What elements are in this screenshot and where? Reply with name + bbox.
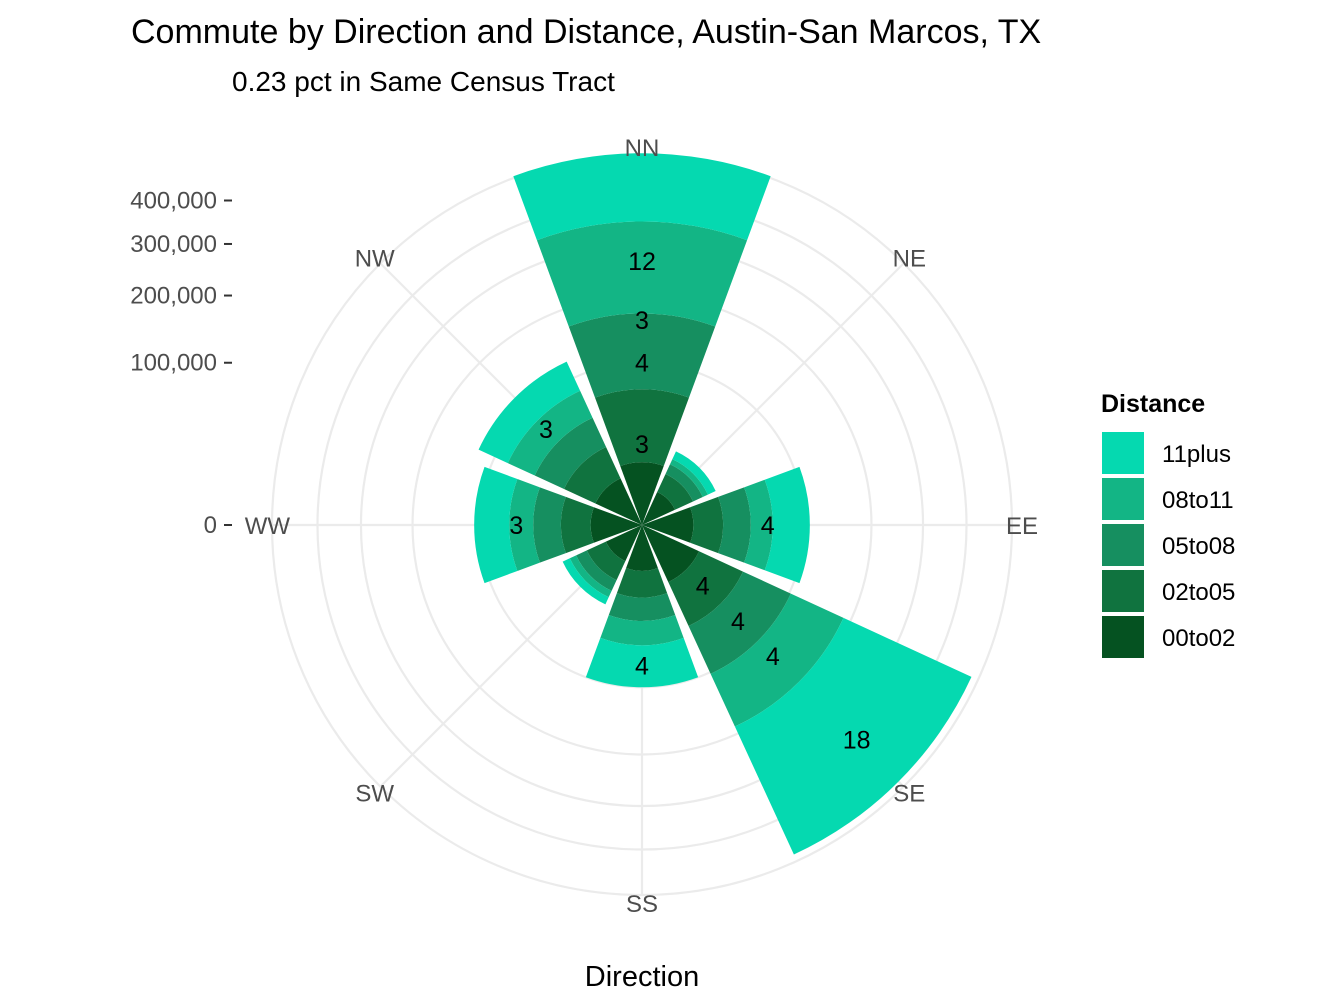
wedge-se-08to11 bbox=[710, 593, 844, 727]
wedge-ee-08to11 bbox=[744, 479, 773, 571]
wedge-nn-02to05 bbox=[595, 389, 689, 467]
wedge-ne-08to11 bbox=[670, 459, 708, 497]
direction-labels: NN NE EE SE SS SW WW NW bbox=[245, 135, 1038, 918]
wedge-ss-11plus bbox=[585, 637, 699, 688]
direction-label-nw: NW bbox=[355, 246, 395, 273]
legend: Distance 11plus 08to11 05to08 02to05 00to02 bbox=[1101, 390, 1235, 658]
segment-label-se-1: 4 bbox=[731, 608, 745, 636]
wedge-nn-11plus bbox=[513, 153, 771, 241]
wedge-se-00to02 bbox=[642, 525, 700, 583]
segment-label-ww-0: 3 bbox=[509, 512, 523, 540]
direction-label-ww: WW bbox=[245, 513, 291, 540]
segment-label-nw-0: 3 bbox=[539, 416, 553, 444]
wedge-ww-11plus bbox=[474, 466, 518, 584]
wedge-sw-02to05 bbox=[586, 541, 626, 581]
segment-label-se-0: 4 bbox=[696, 573, 710, 601]
wedge-ww-08to11 bbox=[509, 479, 540, 571]
radial-tick-label-4: 400,000 bbox=[130, 187, 217, 214]
segment-label-ee-0: 4 bbox=[761, 512, 775, 540]
wedge-ss-00to02 bbox=[626, 525, 658, 571]
wedge-sw-11plus bbox=[562, 558, 609, 605]
legend-title: Distance bbox=[1101, 390, 1205, 418]
wedge-ee-11plus bbox=[764, 466, 810, 584]
radial-tick-label-0: 0 bbox=[204, 512, 217, 539]
segment-label-nn-3: 12 bbox=[628, 248, 656, 276]
stacked-wedges bbox=[474, 153, 972, 855]
legend-label-00to02: 00to02 bbox=[1162, 625, 1235, 652]
wedge-ss-02to05 bbox=[616, 568, 668, 598]
x-axis-label: Direction bbox=[585, 961, 699, 993]
legend-key-11plus bbox=[1102, 432, 1144, 474]
wedge-ss-05to08 bbox=[608, 593, 676, 621]
wedge-ww-02to05 bbox=[560, 496, 594, 554]
wedge-nw-05to08 bbox=[534, 417, 607, 490]
wedge-ww-00to02 bbox=[590, 507, 642, 543]
wedge-sw-08to11 bbox=[569, 555, 612, 598]
chart-subtitle: 0.23 pct in Same Census Tract bbox=[232, 66, 615, 97]
radial-tick-label-3: 300,000 bbox=[130, 231, 217, 258]
direction-label-ne: NE bbox=[893, 246, 926, 273]
legend-key-00to02 bbox=[1102, 616, 1144, 658]
wedge-ee-05to08 bbox=[718, 487, 751, 563]
legend-key-08to11 bbox=[1102, 478, 1144, 520]
segment-label-ss-0: 4 bbox=[635, 653, 649, 681]
wedge-se-02to05 bbox=[668, 551, 744, 627]
wedge-ne-11plus bbox=[672, 451, 716, 495]
wedge-ww-05to08 bbox=[533, 487, 566, 563]
direction-label-se: SE bbox=[893, 780, 925, 807]
legend-label-05to08: 05to08 bbox=[1162, 533, 1235, 560]
segment-label-se-3: 18 bbox=[843, 727, 871, 755]
segment-label-se-2: 4 bbox=[766, 643, 780, 671]
segment-label-nn-1: 4 bbox=[635, 350, 649, 378]
wedge-nw-08to11 bbox=[507, 390, 593, 476]
wedge-nn-00to02 bbox=[620, 462, 664, 525]
wedge-nw-02to05 bbox=[564, 447, 621, 504]
legend-label-08to11: 08to11 bbox=[1162, 487, 1234, 514]
direction-label-ee: EE bbox=[1006, 513, 1038, 540]
segment-label-nn-0: 3 bbox=[635, 431, 649, 459]
wedge-nw-11plus bbox=[478, 361, 581, 464]
legend-label-11plus: 11plus bbox=[1162, 441, 1231, 468]
wedge-ne-05to08 bbox=[665, 464, 703, 502]
wedge-nn-08to11 bbox=[536, 221, 748, 327]
wedge-se-11plus bbox=[734, 617, 972, 855]
wedge-sw-00to02 bbox=[605, 525, 642, 562]
wedge-ee-00to02 bbox=[642, 507, 694, 543]
wedge-ne-00to02 bbox=[642, 492, 675, 525]
legend-label-02to05: 02to05 bbox=[1162, 579, 1235, 606]
wedge-nw-00to02 bbox=[595, 478, 642, 525]
chart-title: Commute by Direction and Distance, Austi… bbox=[131, 13, 1041, 51]
radial-axis: 0 100,000 200,000 300,000 400,000 bbox=[130, 187, 232, 539]
legend-key-02to05 bbox=[1102, 570, 1144, 612]
wedge-ss-08to11 bbox=[600, 615, 684, 646]
wedge-sw-05to08 bbox=[576, 550, 617, 591]
radial-tick-label-2: 200,000 bbox=[130, 283, 217, 310]
direction-label-ss: SS bbox=[626, 891, 658, 918]
wedge-ee-02to05 bbox=[690, 496, 724, 554]
legend-key-05to08 bbox=[1102, 524, 1144, 566]
direction-label-sw: SW bbox=[355, 780, 394, 807]
wedge-se-05to08 bbox=[688, 571, 791, 674]
radial-tick-label-1: 100,000 bbox=[130, 350, 217, 377]
wedge-ne-02to05 bbox=[657, 473, 694, 510]
wedge-nn-05to08 bbox=[568, 313, 716, 398]
segment-label-nn-2: 3 bbox=[635, 307, 649, 335]
direction-label-nn: NN bbox=[625, 135, 660, 162]
